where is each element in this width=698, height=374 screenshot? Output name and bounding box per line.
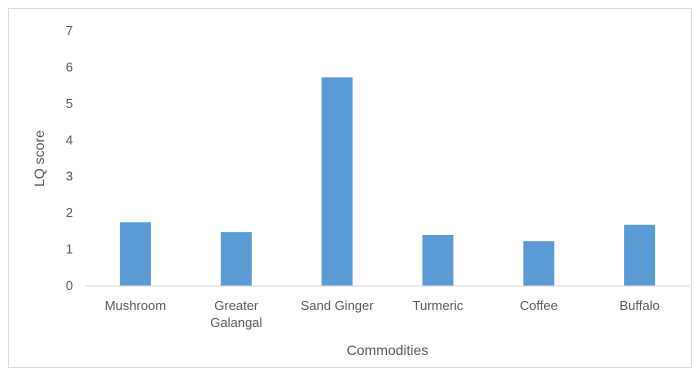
x-tick-label-line: Greater (214, 298, 259, 313)
y-axis-ticks: 0 1 2 3 4 5 6 7 (66, 23, 73, 293)
x-tick-label-sand-ginger: Sand Ginger (301, 298, 375, 313)
x-tick-label-line: Buffalo (619, 298, 659, 313)
bar-buffalo (624, 224, 656, 286)
x-tick-label-greater-galangal: Greater Galangal (210, 298, 262, 330)
bar-greater-galangal (220, 232, 252, 286)
y-tick-label-3: 3 (66, 169, 73, 184)
y-tick-label-5: 5 (66, 96, 73, 111)
y-tick-label-7: 7 (66, 23, 73, 38)
x-tick-label-line: Turmeric (413, 298, 464, 313)
y-tick-label-2: 2 (66, 205, 73, 220)
x-axis-ticks: Mushroom Greater Galangal Sand Ginger Turmer… (105, 298, 660, 330)
x-tick-label-buffalo: Buffalo (619, 298, 659, 313)
x-tick-label-line: Mushroom (105, 298, 166, 313)
bar-coffee (523, 241, 555, 286)
y-tick-label-0: 0 (66, 278, 73, 293)
y-tick-label-6: 6 (66, 59, 73, 74)
bars (119, 77, 656, 287)
x-tick-label-mushroom: Mushroom (105, 298, 166, 313)
y-tick-label-1: 1 (66, 242, 73, 257)
bar-turmeric (422, 235, 454, 286)
bar-sand-ginger (321, 77, 353, 286)
x-tick-label-line: Sand Ginger (301, 298, 375, 313)
x-tick-label-line: Coffee (520, 298, 558, 313)
x-axis-title: Commodities (347, 342, 429, 358)
bar-mushroom (119, 222, 151, 287)
x-tick-label-turmeric: Turmeric (413, 298, 464, 313)
x-tick-label-coffee: Coffee (520, 298, 558, 313)
y-axis-title: LQ score (31, 130, 47, 187)
y-tick-label-4: 4 (66, 132, 73, 147)
x-tick-label-line: Galangal (210, 315, 262, 330)
